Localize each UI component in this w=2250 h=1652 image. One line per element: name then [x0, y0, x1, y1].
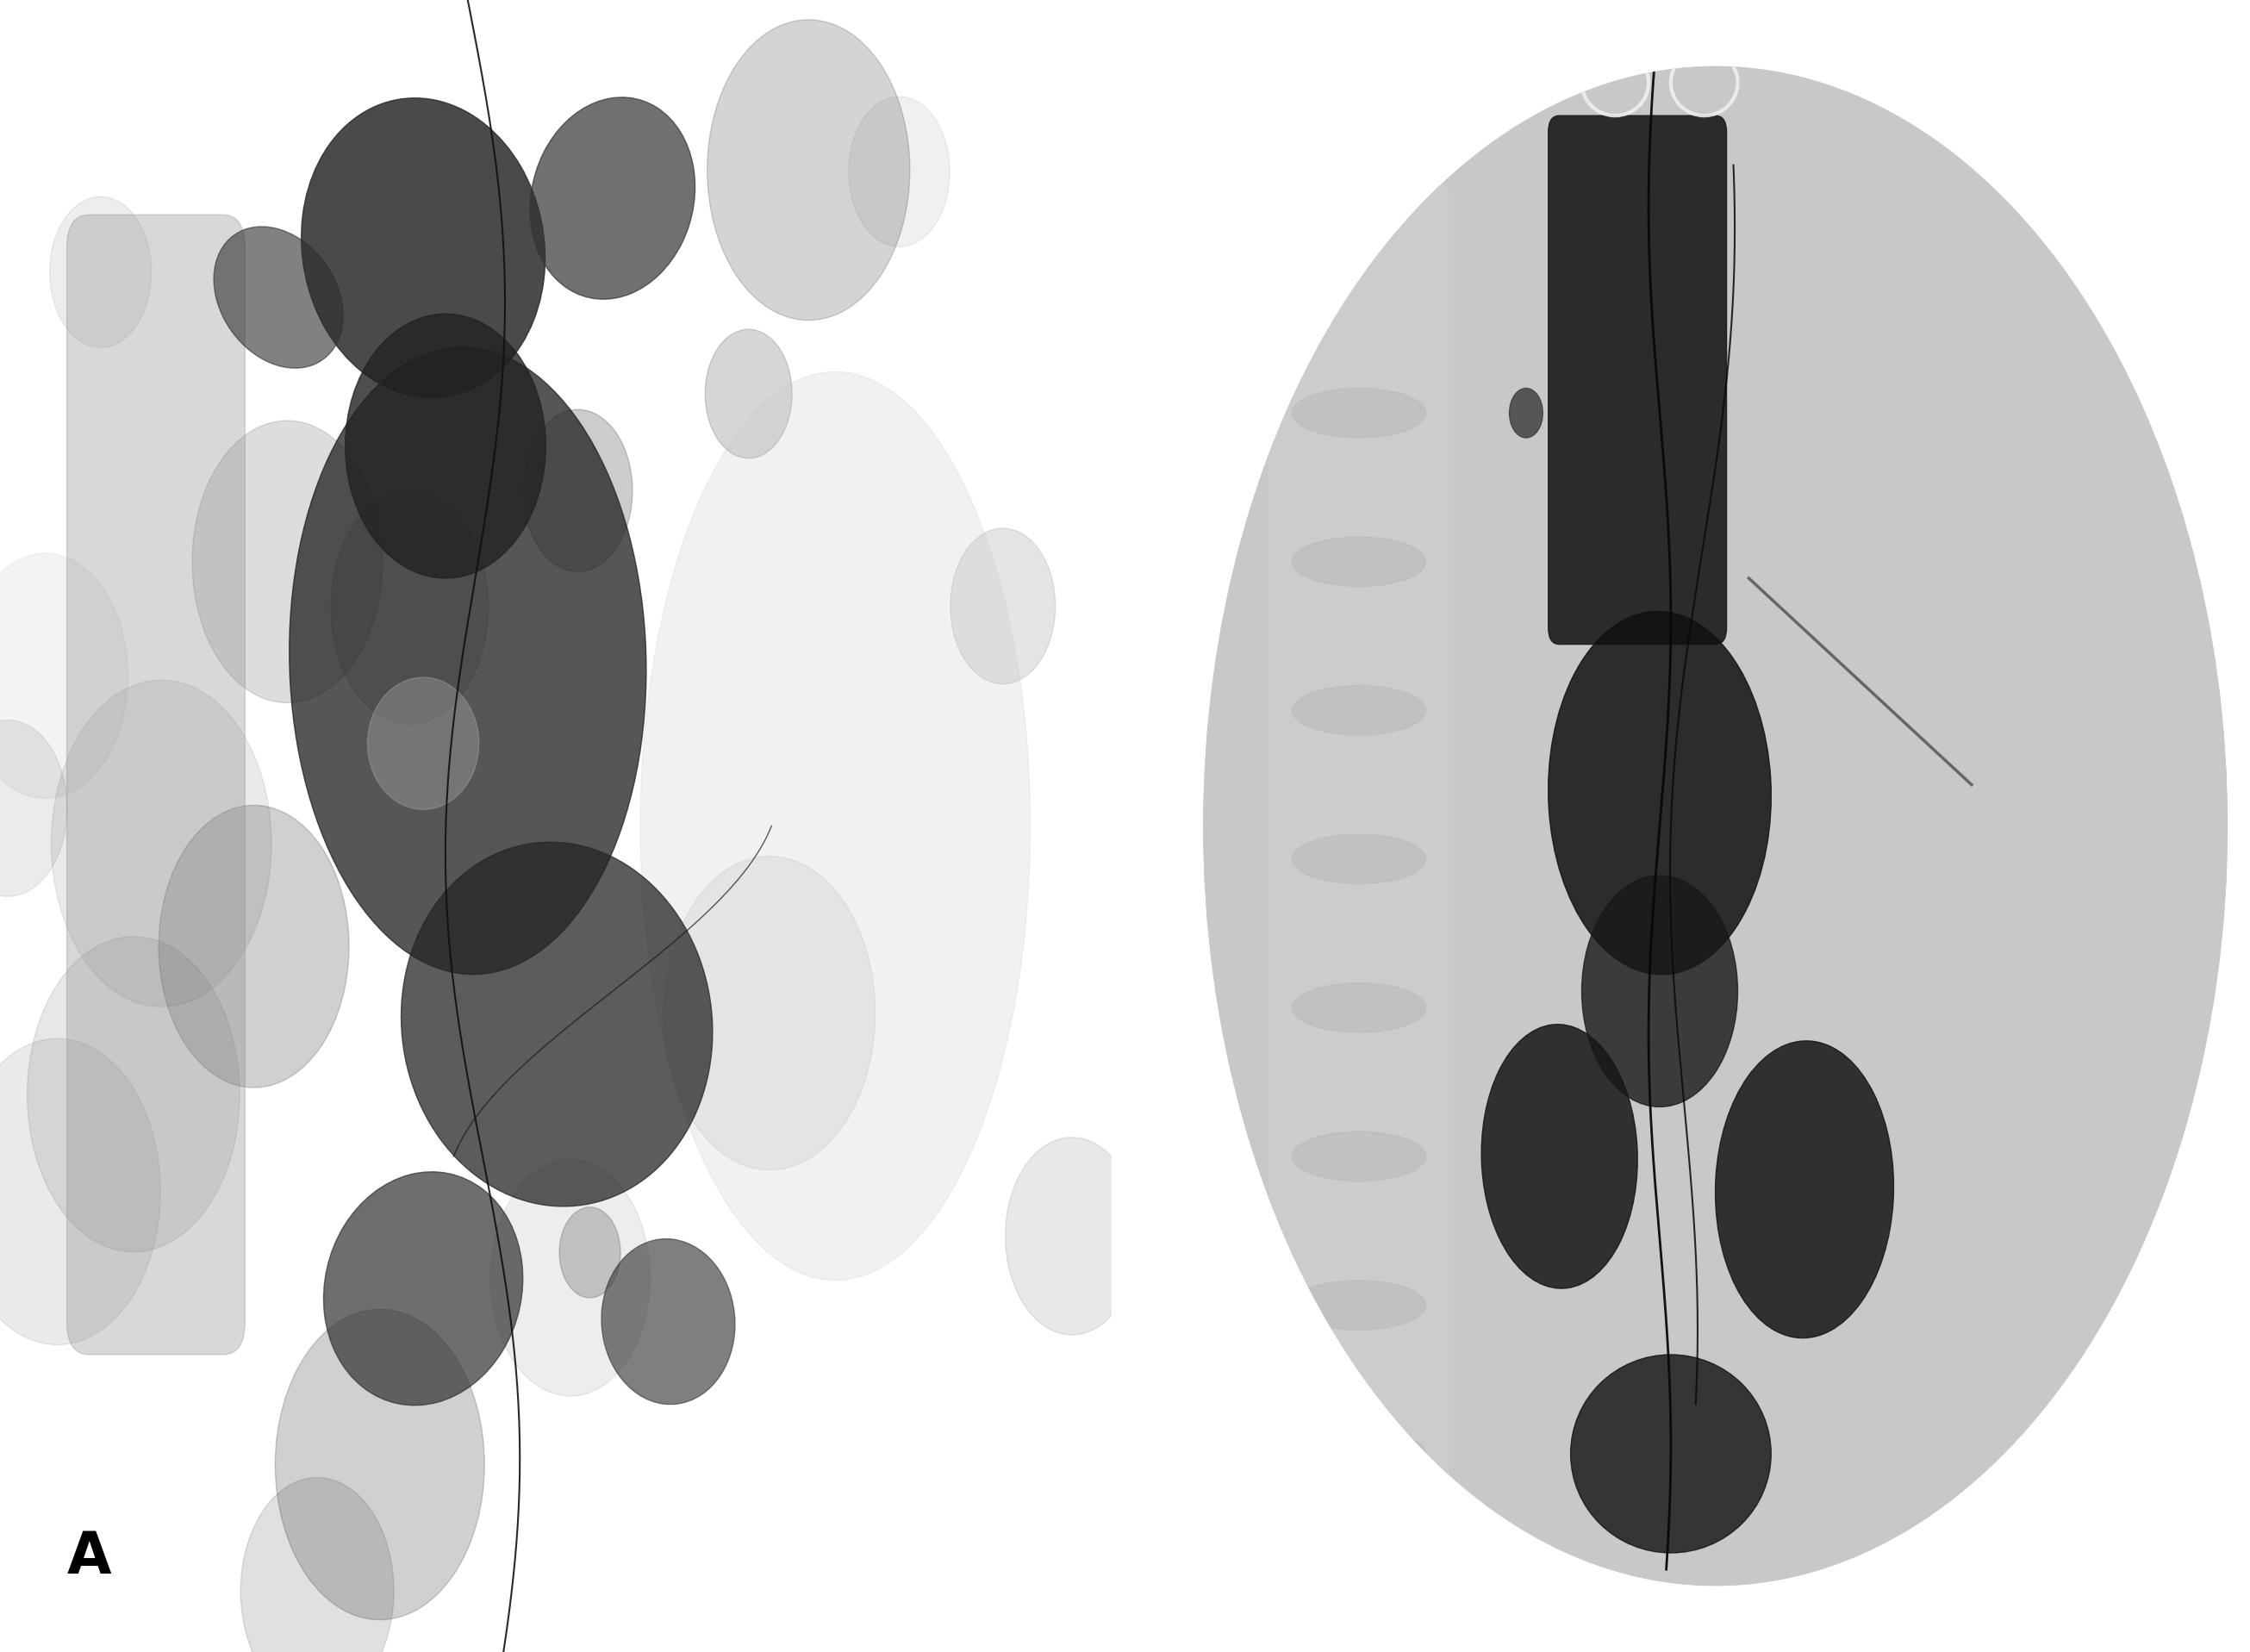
Ellipse shape: [1292, 686, 1426, 735]
FancyBboxPatch shape: [68, 215, 245, 1355]
Circle shape: [182, 1417, 326, 1632]
Circle shape: [261, 677, 364, 833]
Circle shape: [778, 1409, 940, 1650]
Circle shape: [1510, 388, 1544, 438]
Ellipse shape: [1714, 1041, 1894, 1338]
Circle shape: [0, 0, 220, 225]
Circle shape: [490, 1160, 650, 1396]
Circle shape: [0, 553, 128, 798]
Ellipse shape: [302, 97, 544, 398]
FancyBboxPatch shape: [1269, 182, 1449, 1536]
Circle shape: [52, 681, 272, 1006]
Circle shape: [524, 410, 632, 572]
Ellipse shape: [367, 677, 479, 809]
Ellipse shape: [1292, 537, 1426, 586]
Circle shape: [446, 1105, 772, 1588]
Ellipse shape: [344, 314, 547, 578]
Circle shape: [448, 266, 567, 444]
Text: B: B: [1269, 1530, 1314, 1586]
Ellipse shape: [1548, 611, 1771, 975]
Circle shape: [704, 329, 792, 458]
Ellipse shape: [1292, 1280, 1426, 1330]
Ellipse shape: [400, 843, 713, 1206]
Ellipse shape: [1292, 834, 1426, 884]
Circle shape: [884, 507, 1040, 737]
Ellipse shape: [1292, 983, 1426, 1032]
Circle shape: [214, 446, 362, 669]
Circle shape: [133, 1333, 216, 1455]
Circle shape: [868, 1216, 986, 1386]
Ellipse shape: [1292, 388, 1426, 438]
Circle shape: [848, 96, 949, 246]
Circle shape: [286, 0, 549, 276]
Circle shape: [216, 920, 477, 1308]
Circle shape: [560, 1208, 621, 1298]
Circle shape: [0, 720, 68, 897]
Ellipse shape: [1570, 1355, 1771, 1553]
Circle shape: [191, 421, 382, 702]
FancyBboxPatch shape: [1548, 116, 1726, 644]
Circle shape: [0, 489, 110, 712]
Circle shape: [0, 1039, 160, 1345]
Circle shape: [664, 856, 875, 1170]
Circle shape: [1006, 1137, 1138, 1335]
Circle shape: [0, 116, 135, 494]
Circle shape: [934, 5, 1159, 342]
Circle shape: [214, 1305, 464, 1652]
Text: A: A: [68, 1530, 110, 1586]
Circle shape: [610, 1313, 754, 1530]
Circle shape: [706, 20, 909, 320]
Circle shape: [938, 798, 1037, 945]
Circle shape: [27, 937, 241, 1252]
Ellipse shape: [1292, 1429, 1426, 1479]
Ellipse shape: [214, 226, 342, 368]
Circle shape: [160, 805, 349, 1087]
Ellipse shape: [324, 1171, 522, 1406]
Circle shape: [544, 890, 619, 1001]
Circle shape: [50, 197, 151, 347]
Circle shape: [918, 142, 1154, 492]
Circle shape: [1204, 66, 2228, 1586]
Circle shape: [274, 1310, 484, 1621]
Circle shape: [331, 491, 488, 724]
Circle shape: [711, 522, 983, 927]
Ellipse shape: [1292, 1132, 1426, 1181]
Ellipse shape: [1480, 1024, 1638, 1289]
Ellipse shape: [531, 97, 695, 299]
Circle shape: [247, 649, 430, 920]
Ellipse shape: [601, 1239, 736, 1404]
Circle shape: [0, 0, 234, 325]
Ellipse shape: [1582, 876, 1737, 1107]
Circle shape: [58, 1270, 137, 1386]
Circle shape: [949, 529, 1055, 684]
Circle shape: [544, 1406, 774, 1652]
Circle shape: [99, 778, 173, 890]
Circle shape: [241, 1477, 394, 1652]
Ellipse shape: [290, 347, 646, 975]
Circle shape: [922, 1108, 1098, 1371]
Circle shape: [288, 990, 576, 1417]
Circle shape: [742, 1117, 1048, 1571]
Circle shape: [632, 428, 706, 535]
Ellipse shape: [641, 372, 1031, 1280]
